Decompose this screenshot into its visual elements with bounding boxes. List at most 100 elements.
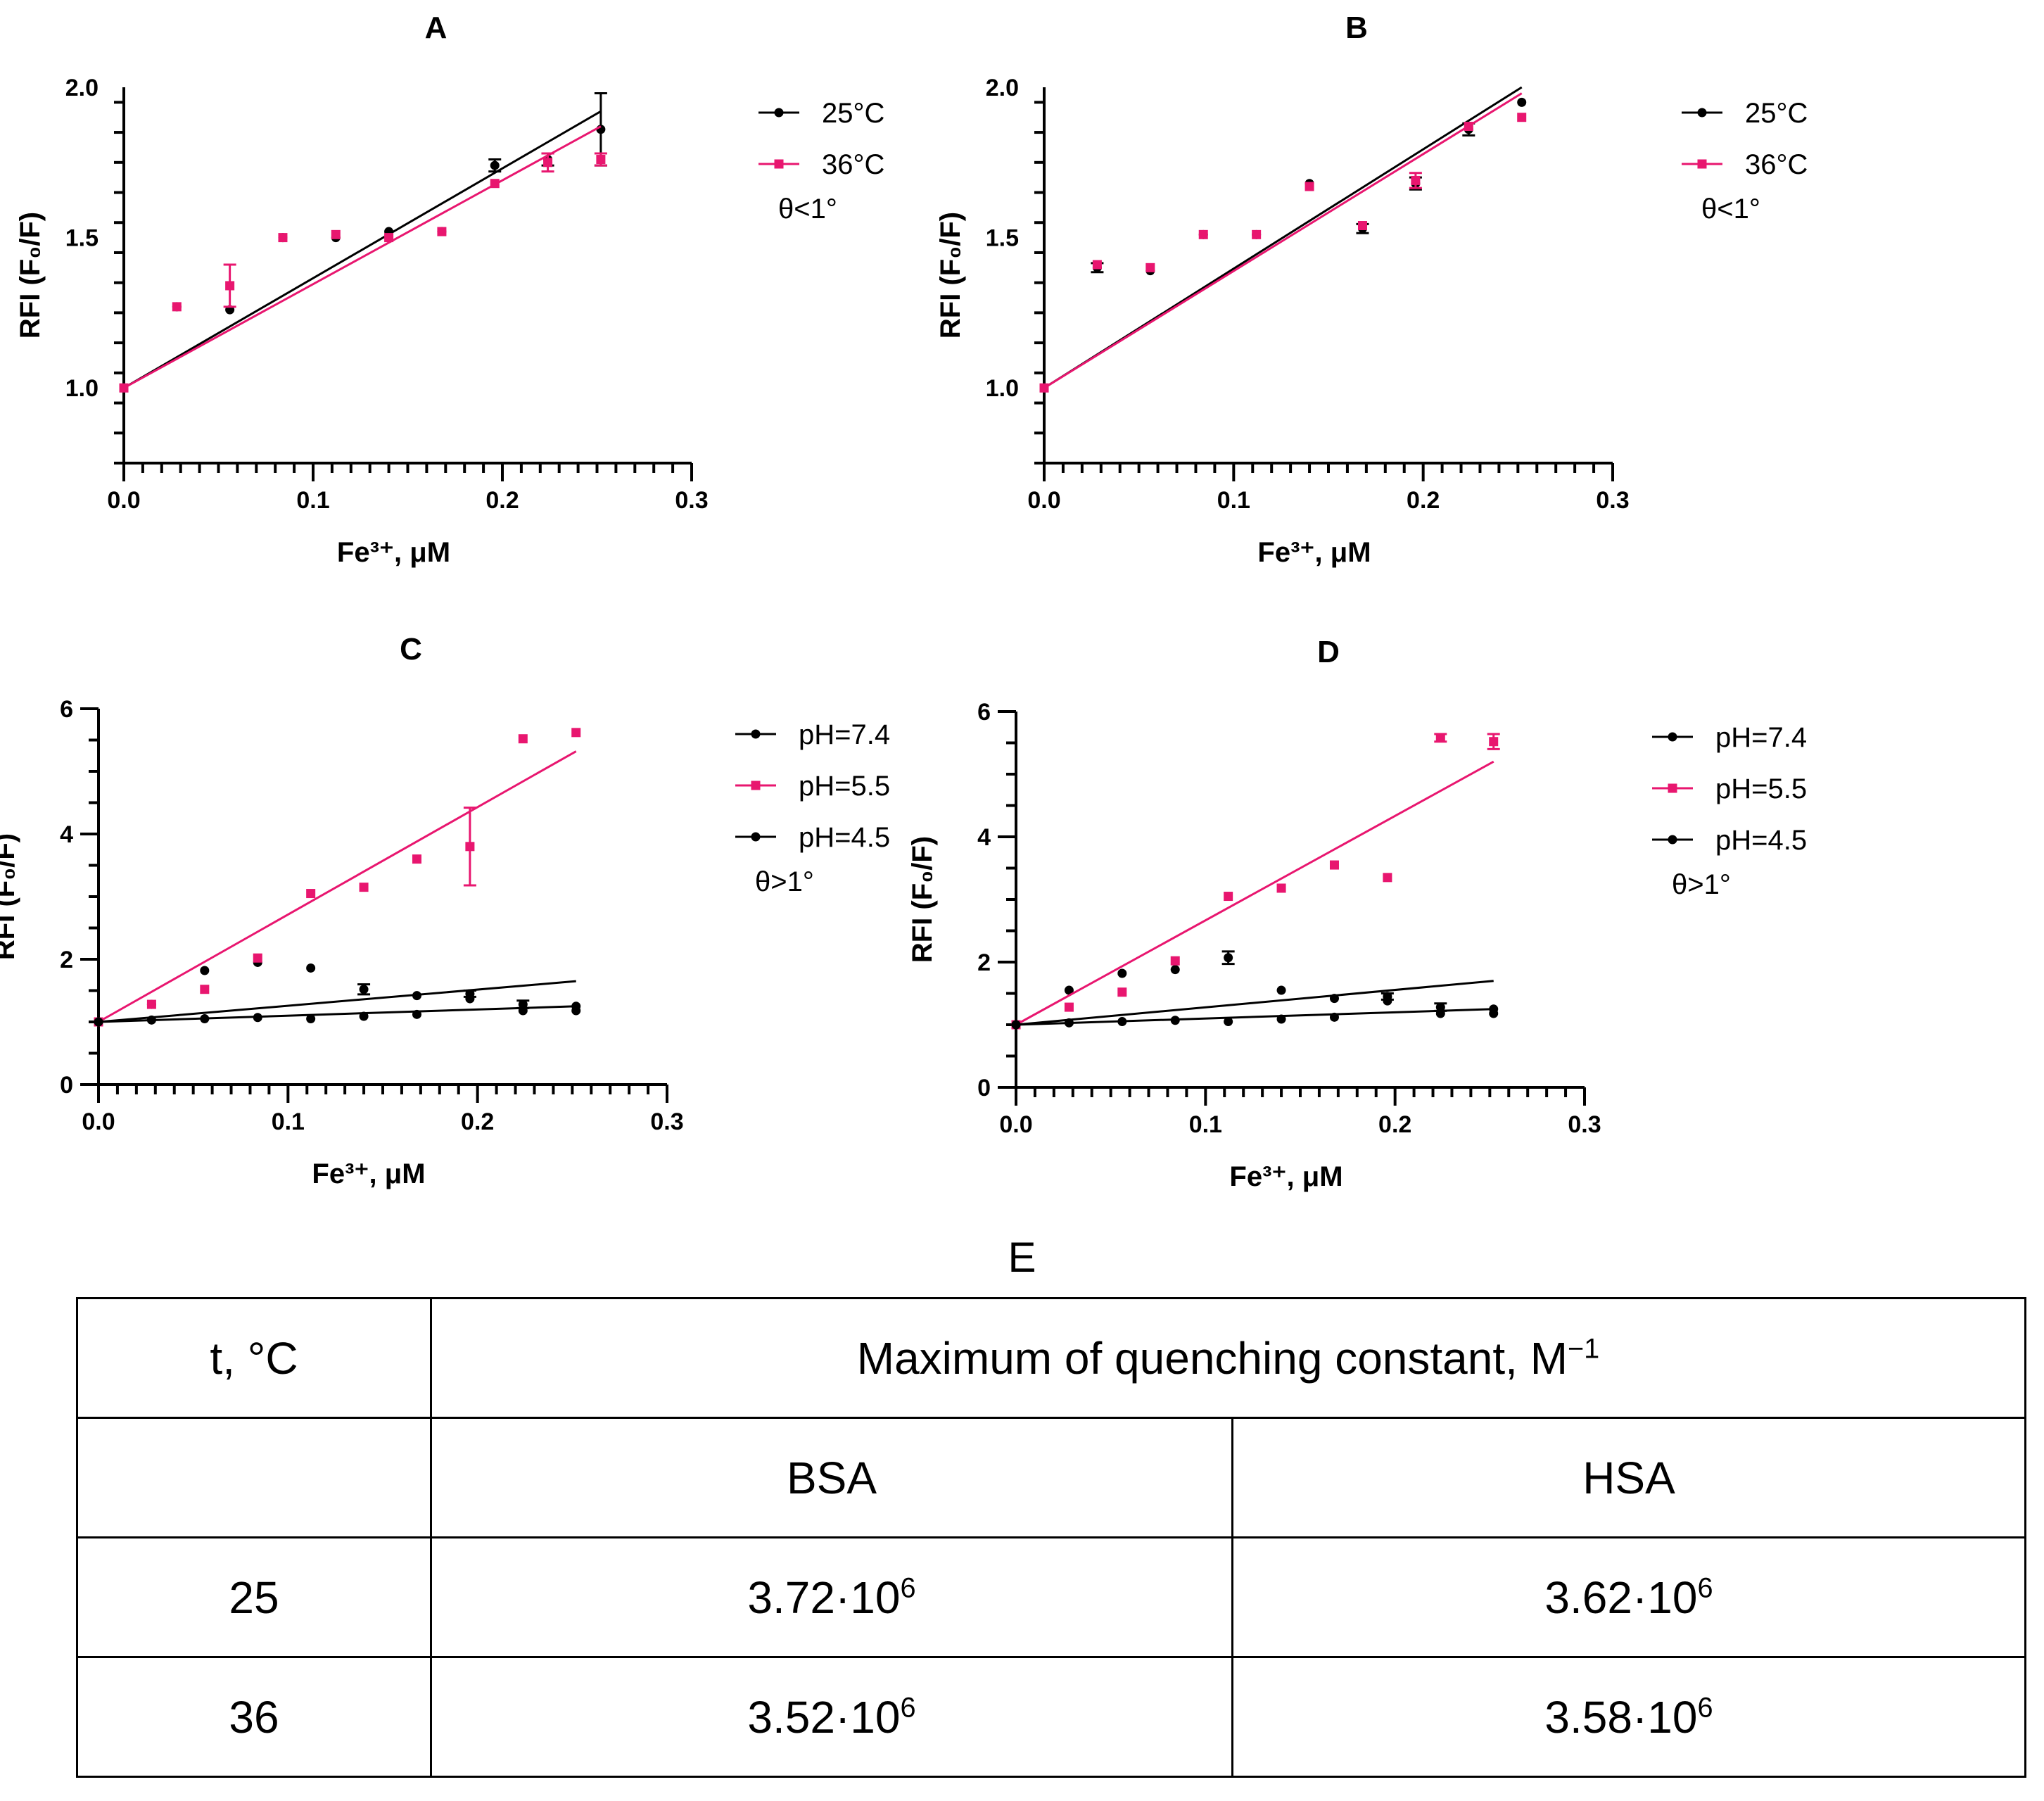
y-axis-title: RFI (F₀/F) — [0, 833, 20, 960]
data-point — [225, 281, 235, 291]
cell-hsa: 3.62·106 — [1231, 1536, 2026, 1658]
data-point — [1064, 985, 1074, 995]
legend-marker — [774, 159, 784, 169]
header-quenching-exponent: −1 — [1568, 1333, 1600, 1365]
data-point — [1329, 860, 1339, 870]
data-point — [1011, 1020, 1021, 1030]
x-tick-label: 0.3 — [1568, 1111, 1601, 1138]
series-36-c — [119, 125, 607, 393]
data-point — [1276, 985, 1286, 995]
y-tick-label: 1.5 — [65, 225, 99, 252]
data-point — [278, 233, 288, 243]
data-point — [518, 734, 528, 744]
data-point — [412, 854, 421, 864]
data-point — [1517, 113, 1527, 122]
data-point — [490, 179, 500, 189]
data-point — [543, 158, 553, 168]
data-point — [1198, 229, 1208, 239]
data-point — [384, 233, 394, 243]
legend-entry: pH=4.5 — [735, 822, 890, 853]
data-point — [1039, 383, 1049, 393]
y-axis-title: RFI (F₀/F) — [15, 212, 46, 339]
data-point — [1276, 1014, 1286, 1024]
panel-b-annotation: θ<1° — [1701, 194, 1760, 225]
data-point — [412, 991, 421, 1001]
legend-label: pH=7.4 — [799, 719, 890, 750]
cell-hsa-exponent: 6 — [1697, 1572, 1713, 1604]
data-point — [253, 953, 262, 963]
fit-line — [1015, 1008, 1494, 1026]
y-tick-label: 2 — [60, 947, 73, 973]
fit-line — [123, 125, 602, 389]
cell-hsa-mantissa: 3.58·10 — [1544, 1691, 1698, 1743]
series-25-c — [119, 92, 607, 393]
data-point — [200, 985, 210, 994]
legend-marker — [774, 108, 784, 118]
data-point — [1117, 987, 1127, 997]
data-point — [1435, 1009, 1445, 1018]
x-tick-label: 0.1 — [1189, 1111, 1222, 1138]
data-point — [1305, 182, 1314, 191]
panel-a: A 0.0 0.1 0.2 0.3 1.0 1.5 2.0 Fe³⁺, μM RFI (F₀/F)… — [15, 11, 884, 568]
series-36-c — [1039, 92, 1527, 393]
y-tick-label: 2.0 — [65, 75, 99, 101]
legend-label: 25°C — [1745, 98, 1808, 129]
cell-hsa-mantissa: 3.62·10 — [1544, 1572, 1698, 1623]
legend-label: 36°C — [822, 149, 884, 180]
x-tick-label: 0.3 — [675, 487, 708, 514]
data-point — [1435, 733, 1445, 742]
data-point — [1224, 1017, 1233, 1027]
legend-entry: 25°C — [1682, 98, 1808, 129]
legend-entry: 36°C — [758, 149, 884, 180]
y-tick-label: 2.0 — [986, 75, 1019, 101]
data-point — [518, 1006, 528, 1016]
y-tick-label: 0 — [977, 1075, 991, 1101]
fit-line — [98, 980, 576, 1023]
data-point — [1411, 175, 1421, 185]
data-point — [200, 966, 210, 975]
x-tick-label: 0.0 — [107, 487, 140, 514]
data-point — [306, 889, 316, 899]
legend-entry: pH=5.5 — [735, 771, 890, 802]
series-ph-5-5 — [1011, 733, 1500, 1030]
header-quenching-constant: Maximum of quenching constant, M−1 — [430, 1297, 2026, 1419]
subheader-hsa: HSA — [1231, 1417, 2026, 1538]
y-tick-label: 1.0 — [986, 375, 1019, 402]
legend-label: pH=4.5 — [1715, 825, 1807, 856]
legend-label: pH=5.5 — [1715, 773, 1807, 804]
data-point — [490, 160, 500, 170]
cell-bsa-exponent: 6 — [900, 1692, 916, 1724]
data-point — [172, 302, 182, 312]
series-ph-7-4 — [94, 957, 581, 1027]
legend-entry: 25°C — [758, 98, 884, 129]
data-point — [1489, 1009, 1499, 1018]
data-point — [1329, 1012, 1339, 1022]
data-point — [1464, 122, 1473, 132]
legend-marker — [1668, 732, 1677, 742]
data-point — [253, 1013, 262, 1023]
series-ph-5-5 — [94, 728, 581, 1027]
legend-marker — [1668, 783, 1677, 793]
data-point — [571, 1006, 581, 1016]
data-point — [1117, 1017, 1127, 1027]
legend-entry: pH=5.5 — [1652, 773, 1807, 804]
figure-canvas: A 0.0 0.1 0.2 0.3 1.0 1.5 2.0 Fe³⁺, μM RFI (F₀/F)… — [0, 11, 1808, 1192]
panel-a-title: A — [425, 11, 447, 45]
y-tick-label: 4 — [60, 821, 73, 848]
x-tick-label: 0.2 — [485, 487, 519, 514]
x-tick-label: 0.2 — [461, 1108, 494, 1135]
y-tick-label: 1.5 — [986, 225, 1019, 252]
x-tick-label: 0.3 — [650, 1108, 683, 1135]
data-point — [596, 155, 606, 165]
data-point — [465, 994, 475, 1004]
data-point — [596, 125, 606, 134]
y-tick-label: 4 — [977, 824, 991, 851]
data-point — [1383, 996, 1392, 1006]
legend-marker — [751, 832, 761, 842]
panel-d: D 0.0 0.1 0.2 0.3 0 2 4 6 Fe³⁺, μM RFI (F₀/F) pH=7.… — [907, 635, 1807, 1192]
x-tick-label: 0.0 — [999, 1111, 1032, 1138]
subheader-empty — [76, 1417, 432, 1538]
y-axis-title: RFI (F₀/F) — [907, 836, 938, 963]
data-point — [359, 883, 369, 892]
cell-hsa-exponent: 6 — [1697, 1692, 1713, 1724]
